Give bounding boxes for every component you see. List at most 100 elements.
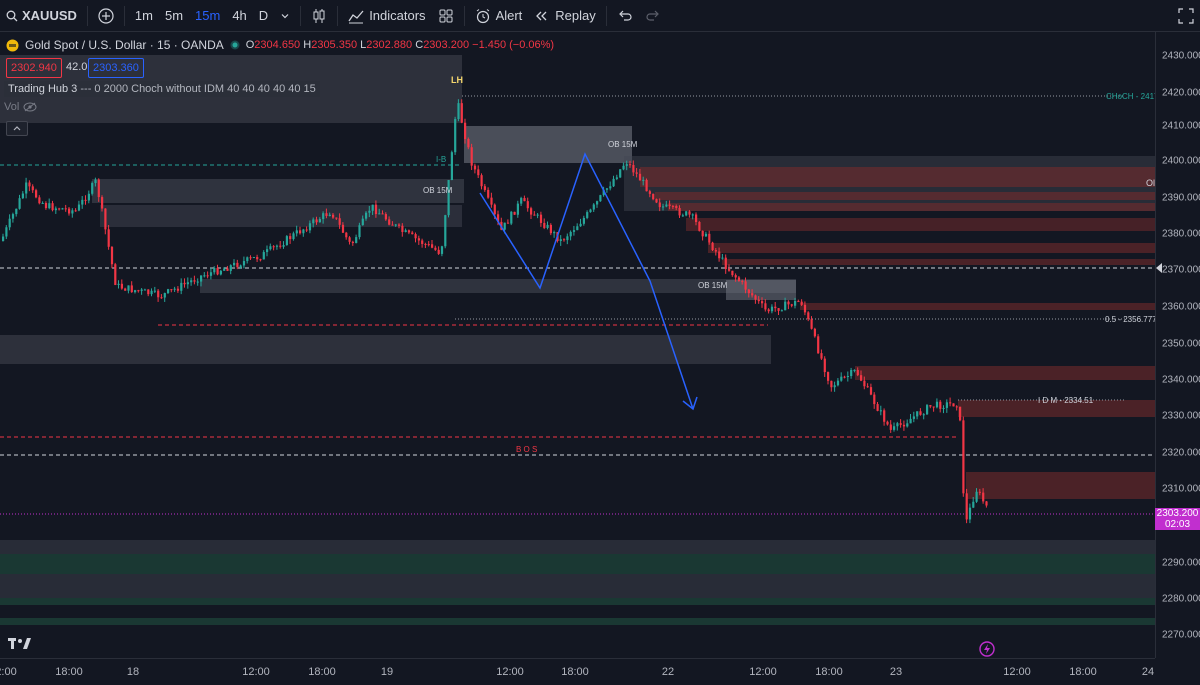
timeframe-15m[interactable]: 15m	[195, 8, 221, 23]
candle-body	[645, 179, 648, 192]
candle-body	[794, 301, 797, 306]
candle-body	[464, 122, 467, 140]
candle-body	[332, 214, 335, 218]
demand-zone	[0, 554, 1155, 574]
candle-body	[741, 281, 744, 283]
symbol-title[interactable]: Gold Spot / U.S. Dollar · 15 · OANDA	[25, 38, 224, 52]
candle-body	[470, 147, 473, 166]
candle-body	[497, 214, 500, 222]
candle-body	[411, 232, 414, 235]
redo-button[interactable]	[639, 0, 667, 31]
market-status-icon	[230, 40, 240, 50]
replay-button[interactable]: Replay	[528, 0, 601, 31]
time-tick: 18	[126, 666, 140, 678]
candle-body	[869, 387, 873, 395]
supply-zone	[800, 303, 1155, 310]
divider	[605, 5, 607, 26]
chart-canvas[interactable]	[0, 31, 1155, 658]
candle-body	[120, 283, 123, 289]
price-axis[interactable]: 2430.000 2420.000 2410.000 2400.000 2390…	[1155, 31, 1200, 658]
compare-button[interactable]	[92, 0, 120, 31]
candle-body	[5, 227, 8, 237]
candle-body	[91, 183, 94, 194]
time-axis[interactable]: 2:00 18:00 18 12:00 18:00 19 12:00 18:00…	[0, 658, 1155, 685]
candle-body	[671, 205, 675, 207]
price-tick: 2380.000	[1162, 228, 1200, 240]
timeframe-d[interactable]: D	[258, 8, 269, 23]
candle-body	[827, 372, 830, 381]
undo-button[interactable]	[611, 0, 639, 31]
candle-body	[77, 204, 81, 211]
candle-body	[173, 288, 176, 290]
candle-body	[391, 224, 394, 226]
candle-body	[678, 208, 681, 216]
chart-pane[interactable]: LH I-B OB 15M OB 15M OB 15M CHoCH - 2417…	[0, 31, 1155, 658]
fullscreen-button[interactable]	[1172, 0, 1200, 31]
candle-body	[28, 182, 31, 187]
alert-button[interactable]: Alert	[469, 0, 529, 31]
candle-body	[539, 214, 543, 223]
indicator-legend[interactable]: Trading Hub 3 --- 0 2000 Choch without I…	[4, 81, 320, 97]
candle-body	[807, 312, 810, 320]
candle-body	[955, 406, 958, 408]
symbol-search[interactable]: XAUUSD	[0, 0, 83, 31]
candle-body	[21, 193, 24, 199]
candle-body	[252, 257, 255, 259]
candle-body	[97, 179, 100, 198]
candle-body	[559, 239, 562, 241]
candle-body	[233, 262, 236, 266]
candle-body	[18, 198, 21, 209]
layouts-button[interactable]	[432, 0, 460, 31]
candle-body	[351, 241, 354, 243]
candle-body	[632, 164, 635, 173]
candle-body	[530, 208, 533, 215]
time-tick: 18:00	[55, 666, 83, 678]
candle-body	[655, 199, 658, 203]
time-tick: 12:00	[1003, 666, 1031, 678]
divider	[337, 5, 339, 26]
price-tick: 2270.000	[1162, 629, 1200, 641]
sell-button[interactable]: 2302.940	[6, 58, 62, 78]
vol-label: Vol	[4, 101, 20, 113]
timeframe-4h[interactable]: 4h	[232, 8, 247, 23]
indicators-button[interactable]: Indicators	[342, 0, 431, 31]
price-tick: 2330.000	[1162, 410, 1200, 422]
chart-type-button[interactable]	[305, 0, 333, 31]
candle-body	[922, 414, 925, 416]
candle-body	[434, 247, 437, 250]
candle-body	[566, 236, 569, 241]
candle-body	[863, 380, 866, 387]
candle-body	[945, 402, 948, 408]
candle-body	[368, 210, 371, 213]
candle-body	[414, 234, 417, 239]
candle-body	[602, 189, 605, 196]
gold-coin-icon	[6, 39, 19, 52]
candle-body	[982, 492, 985, 502]
candle-body	[31, 186, 34, 191]
candle-body	[830, 380, 833, 388]
candle-body	[127, 285, 130, 291]
eye-hidden-icon[interactable]	[23, 102, 37, 112]
candle-body	[572, 230, 576, 232]
candle-body	[490, 197, 493, 205]
timeframe-dropdown[interactable]	[274, 0, 296, 31]
candle-body	[728, 269, 731, 271]
tradingview-logo[interactable]	[8, 636, 32, 655]
timeframe-1m[interactable]: 1m	[134, 8, 153, 23]
timeframe-5m[interactable]: 5m	[164, 8, 184, 23]
candle-body	[635, 172, 638, 174]
collapse-legend-button[interactable]	[6, 121, 28, 136]
candle-body	[71, 210, 74, 214]
candle-body	[345, 232, 348, 238]
candle-body	[25, 182, 28, 194]
lightning-icon	[979, 641, 995, 657]
price-tick: 2280.000	[1162, 593, 1200, 605]
time-tick: 24	[1141, 666, 1155, 678]
economic-event-marker[interactable]	[979, 641, 995, 662]
volume-legend[interactable]: Vol	[4, 101, 37, 113]
candle-body	[549, 224, 552, 234]
candle-body	[810, 319, 813, 329]
candle-body	[718, 251, 721, 259]
candle-body	[747, 289, 750, 294]
buy-button[interactable]: 2303.360	[88, 58, 144, 78]
